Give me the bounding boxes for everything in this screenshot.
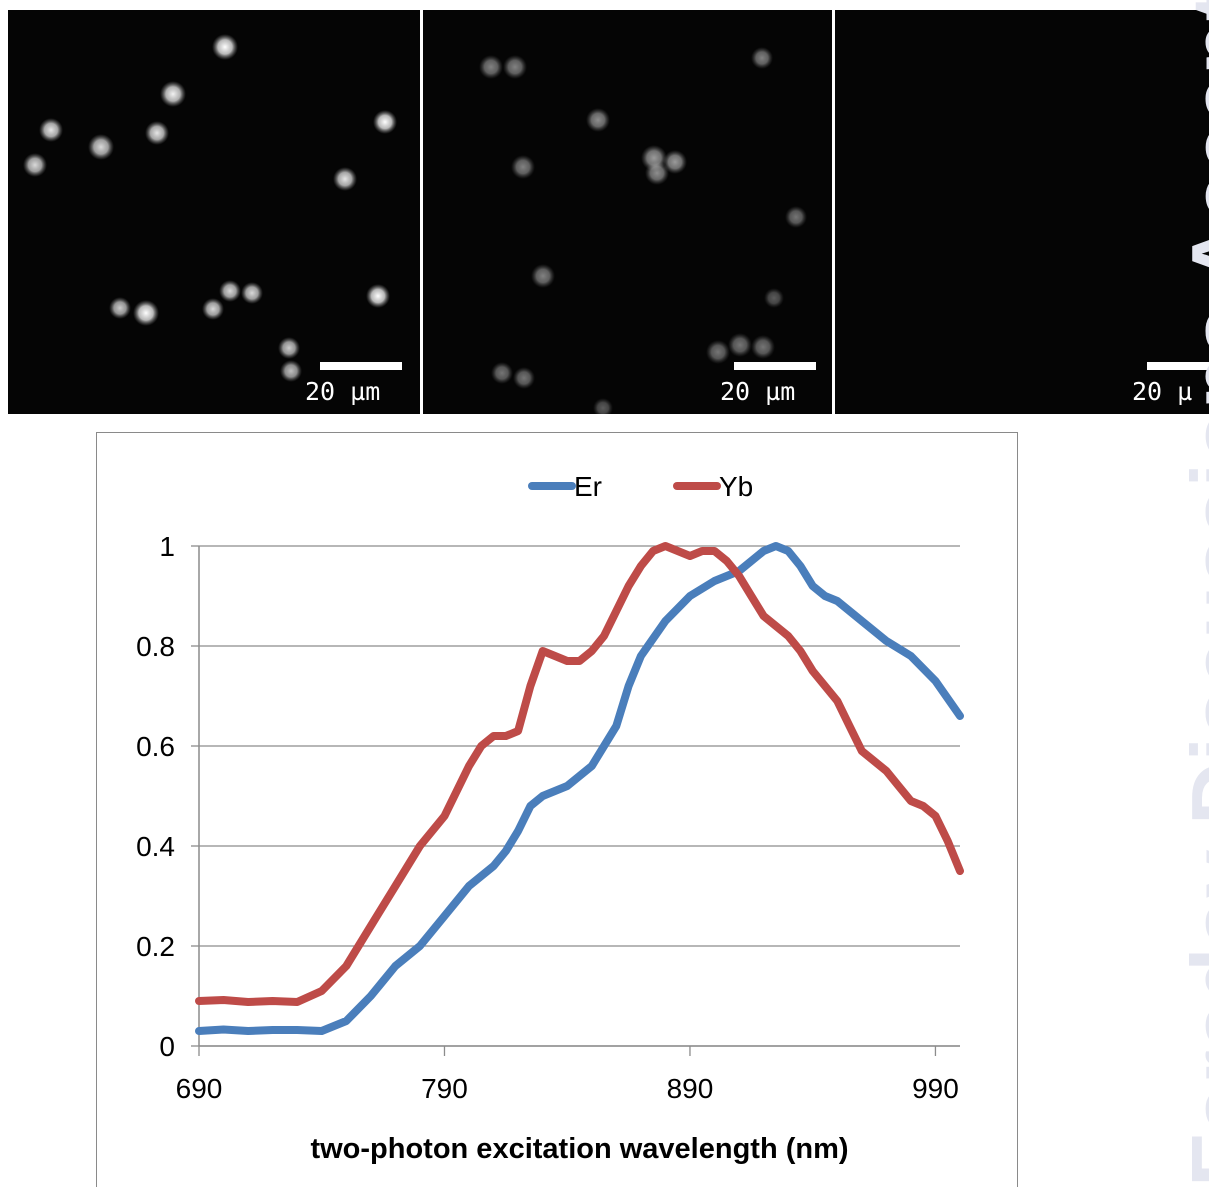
chart-area: 0 0.2 0.4 0.6 0.8 1 690 790 890 990 two-photon exc… xyxy=(96,432,1018,1187)
particle xyxy=(145,121,169,145)
particle xyxy=(160,81,186,107)
particle xyxy=(511,155,535,179)
micrograph-image xyxy=(479,47,807,414)
scale-bar-label: 20 µm xyxy=(720,377,796,406)
particle xyxy=(280,360,302,382)
micrograph-panel-2: 20 µm xyxy=(423,10,832,414)
particle xyxy=(133,300,159,326)
particle xyxy=(503,55,527,79)
particle xyxy=(212,34,238,60)
y-tick-label: 0.8 xyxy=(136,631,175,662)
micrograph-panel-3: 20 µ xyxy=(835,10,1209,414)
y-tick-label: 0.6 xyxy=(136,731,175,762)
series-line-yb xyxy=(195,542,964,1006)
y-tick-label: 1 xyxy=(159,531,175,562)
particle xyxy=(241,282,263,304)
scale-bar xyxy=(1147,362,1209,370)
micrograph-panel-1: 20 µm xyxy=(8,10,420,414)
particle xyxy=(764,288,784,308)
y-tick-label: 0 xyxy=(159,1031,175,1062)
particle xyxy=(531,264,555,288)
particle xyxy=(706,340,730,364)
series-line-er xyxy=(195,542,964,1035)
particle xyxy=(278,337,300,359)
particle xyxy=(202,298,224,320)
particle xyxy=(593,398,613,414)
particle xyxy=(586,108,610,132)
scale-bar xyxy=(734,362,816,370)
line-chart: 0 0.2 0.4 0.6 0.8 1 690 790 890 990 two-photon exc… xyxy=(136,471,964,1165)
particle xyxy=(333,167,357,191)
x-tick-label: 890 xyxy=(667,1073,714,1104)
particle xyxy=(109,297,131,319)
micrograph-image xyxy=(23,34,397,382)
legend-label-yb: Yb xyxy=(719,471,753,502)
particle xyxy=(491,362,513,384)
particle xyxy=(88,134,114,160)
watermark: Faraday Discussions Accepted Manus xyxy=(1140,0,1209,1187)
particle xyxy=(23,153,47,177)
particle xyxy=(751,335,775,359)
particle xyxy=(219,280,241,302)
scale-bar-label: 20 µ xyxy=(1132,377,1193,406)
x-axis-title: two-photon excitation wavelength (nm) xyxy=(310,1133,848,1165)
scale-bar-label: 20 µm xyxy=(305,377,381,406)
particle xyxy=(513,367,535,389)
particle xyxy=(663,150,687,174)
x-tick-label: 790 xyxy=(421,1073,468,1104)
particle xyxy=(785,206,807,228)
particle xyxy=(373,110,397,134)
particle xyxy=(645,161,669,185)
particle xyxy=(366,284,390,308)
legend-label-er: Er xyxy=(574,471,602,502)
x-tick-label: 690 xyxy=(176,1073,223,1104)
x-tick-label: 990 xyxy=(912,1073,959,1104)
watermark-text: Faraday Discussions Accepted Manus xyxy=(1173,0,1209,1187)
particle xyxy=(751,47,773,69)
particle xyxy=(479,55,503,79)
y-tick-label: 0.2 xyxy=(136,931,175,962)
particle xyxy=(728,333,752,357)
scale-bar xyxy=(320,362,402,370)
particle xyxy=(39,118,63,142)
y-tick-label: 0.4 xyxy=(136,831,175,862)
